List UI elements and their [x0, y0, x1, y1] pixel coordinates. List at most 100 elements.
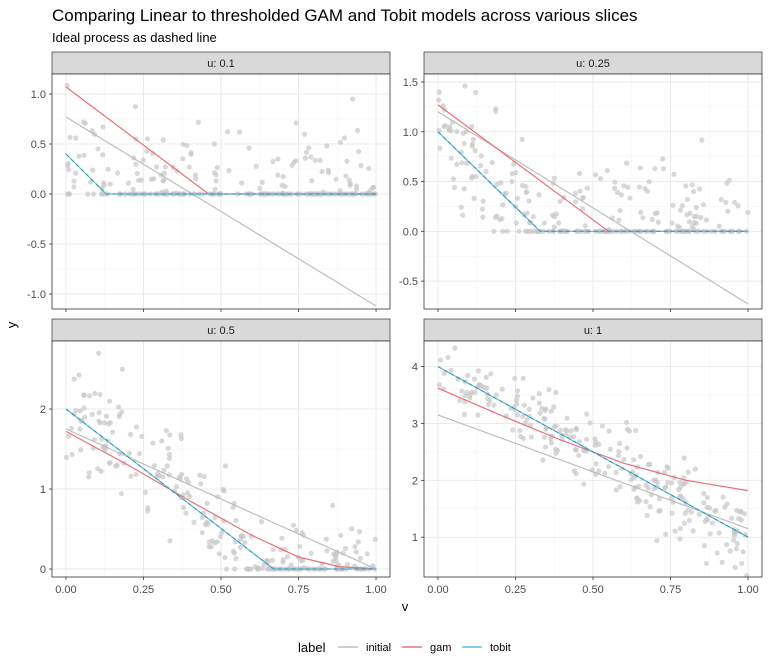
data-point — [454, 129, 460, 135]
data-point — [309, 178, 315, 184]
x-tick-label: 0.75 — [288, 584, 309, 596]
data-point — [153, 164, 160, 170]
data-point — [81, 405, 87, 411]
data-point — [270, 547, 276, 553]
data-point — [459, 388, 465, 394]
data-point — [161, 467, 167, 473]
y-tick-label: 1.5 — [403, 77, 418, 89]
data-point — [81, 152, 87, 158]
data-point — [167, 538, 173, 544]
data-point — [530, 214, 536, 220]
data-point — [180, 141, 186, 147]
data-point — [681, 520, 687, 526]
data-point — [660, 156, 666, 162]
data-point — [209, 538, 216, 544]
data-point — [275, 156, 281, 162]
data-point — [236, 129, 243, 135]
data-point — [178, 435, 184, 442]
data-point — [638, 209, 644, 215]
data-point — [701, 543, 708, 549]
data-point — [632, 427, 639, 434]
data-point — [613, 487, 619, 493]
data-point — [553, 450, 559, 456]
data-point — [687, 210, 693, 216]
data-point — [669, 495, 675, 501]
data-point — [631, 457, 637, 463]
data-point — [240, 534, 246, 540]
data-point — [483, 374, 489, 380]
data-point — [67, 134, 73, 140]
data-point — [465, 372, 471, 378]
data-point — [82, 120, 89, 126]
data-point — [576, 438, 582, 445]
data-point — [107, 460, 113, 466]
data-point — [279, 535, 285, 541]
data-point — [213, 178, 219, 184]
facet-panel: u: 0.5 0 1 2 0.00 0.25 0.50 0.75 1.00 — [40, 318, 391, 596]
data-point — [132, 104, 138, 110]
data-point — [217, 533, 223, 540]
x-tick-label: 0.25 — [505, 584, 526, 596]
data-point — [221, 488, 227, 494]
data-point — [148, 176, 155, 182]
x-tick-label: 0.00 — [427, 584, 448, 596]
data-point — [179, 471, 185, 478]
data-point — [357, 555, 364, 561]
x-tick-label: 1.00 — [365, 584, 386, 596]
data-point — [303, 149, 310, 155]
x-tick-label: 1.00 — [737, 584, 758, 596]
data-point — [665, 479, 671, 486]
data-point — [518, 433, 524, 439]
data-point — [703, 560, 710, 567]
data-point — [125, 180, 132, 186]
data-point — [643, 498, 649, 505]
data-point — [564, 415, 570, 421]
data-point — [584, 411, 590, 417]
facet-panel: u: 0.1 -1.0 -0.5 0.0 0.5 1.0 — [27, 51, 391, 312]
data-point — [232, 566, 238, 572]
data-point — [551, 404, 557, 410]
data-point — [114, 462, 120, 468]
data-point — [596, 468, 602, 474]
data-point — [624, 445, 630, 451]
data-point — [512, 375, 518, 381]
data-point — [364, 551, 370, 557]
data-point — [571, 468, 577, 474]
data-point — [343, 173, 349, 179]
data-point — [358, 162, 364, 169]
data-point — [319, 169, 325, 175]
data-point — [338, 532, 344, 539]
data-point — [437, 357, 444, 363]
data-point — [744, 573, 750, 577]
data-point — [716, 530, 722, 536]
data-point — [526, 198, 532, 204]
data-point — [636, 184, 643, 190]
data-point — [733, 546, 740, 552]
y-tick-label: -0.5 — [27, 239, 46, 251]
data-point — [548, 440, 554, 446]
data-point — [116, 413, 122, 420]
data-point — [612, 179, 618, 185]
data-point — [528, 434, 535, 440]
legend: label initial gam tobit — [298, 640, 511, 655]
data-point — [233, 517, 239, 524]
data-point — [637, 165, 643, 171]
data-point — [458, 204, 464, 210]
data-point — [275, 172, 281, 178]
data-point — [637, 453, 644, 460]
data-point — [682, 510, 688, 516]
facet-strip-label: u: 0.5 — [207, 325, 235, 337]
data-point — [549, 212, 556, 218]
data-point — [607, 446, 613, 452]
data-point — [280, 173, 286, 180]
y-tick-label: 0.5 — [31, 139, 46, 151]
data-point — [477, 163, 484, 169]
data-point — [602, 470, 608, 476]
data-point — [463, 160, 470, 167]
data-point — [551, 175, 557, 181]
y-tick-label: 0 — [40, 564, 46, 576]
data-point — [625, 184, 631, 190]
data-point — [231, 550, 238, 556]
data-point — [517, 427, 523, 434]
data-point — [301, 131, 308, 137]
